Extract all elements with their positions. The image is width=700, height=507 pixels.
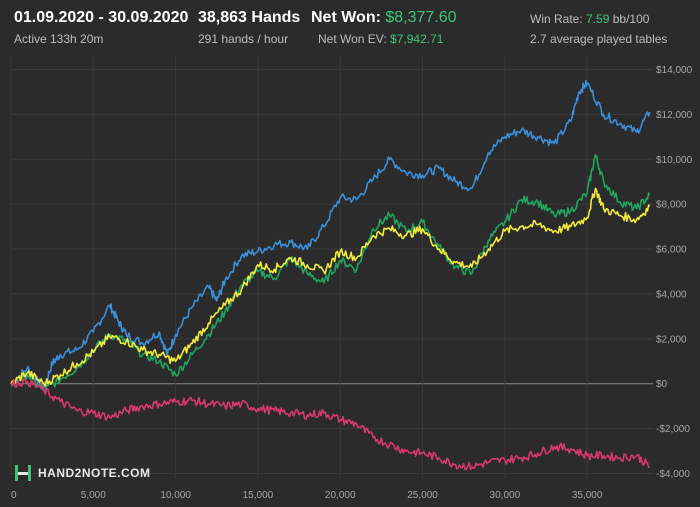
win-rate-value: 7.59: [586, 12, 610, 26]
y-tick-label: -$2,000: [656, 424, 690, 435]
x-tick-label: 30,000: [490, 490, 521, 501]
net-won-label: Net Won:: [311, 9, 381, 26]
average-tables: 2.7 average played tables: [530, 32, 668, 46]
x-tick-label: 15,000: [243, 490, 274, 501]
hands-per-hour: 291 hands / hour: [198, 32, 289, 46]
red-series-line: [10, 377, 650, 471]
win-rate-label: Win Rate:: [530, 12, 583, 26]
x-tick-label: 0: [11, 490, 17, 501]
blue-series-line: [10, 79, 651, 392]
y-tick-label: $10,000: [656, 155, 693, 166]
x-tick-label: 10,000: [160, 490, 191, 501]
active-time: Active 133h 20m: [14, 32, 104, 46]
net-won-ev: Net Won EV: $7,942.71: [318, 32, 443, 46]
date-range: 01.09.2020 - 30.09.2020: [14, 9, 189, 26]
hands-count: 38,863 Hands: [198, 9, 301, 26]
hand2note-logo: HAND2NOTE.COM: [14, 462, 151, 484]
yellow-series-line: [10, 187, 651, 387]
net-won-ev-value: $7,942.71: [390, 32, 444, 46]
stats-header: 01.09.2020 - 30.09.2020 Active 133h 20m …: [0, 0, 700, 56]
y-tick-label: $0: [656, 379, 668, 390]
y-tick-label: $2,000: [656, 334, 687, 345]
win-rate: Win Rate: 7.59 bb/100: [530, 12, 649, 26]
y-tick-label: $8,000: [656, 200, 687, 211]
x-tick-label: 20,000: [325, 490, 356, 501]
y-tick-label: $14,000: [656, 65, 693, 76]
net-won: Net Won: $8,377.60: [311, 9, 457, 27]
x-axis: 0 5,000 10,000 15,000 20,000 25,000 30,000 35,0…: [11, 490, 603, 501]
series-lines: [10, 79, 651, 471]
y-axis: -$4,000 -$2,000 $0 $2,000 $4,000 $6,000 $8,000…: [656, 65, 693, 480]
y-tick-label: $12,000: [656, 110, 693, 121]
grid: [10, 56, 653, 478]
x-tick-label: 25,000: [407, 490, 438, 501]
x-tick-label: 5,000: [81, 490, 106, 501]
h2n-logo-icon: [15, 465, 31, 481]
y-tick-label: $6,000: [656, 245, 687, 256]
green-series-line: [10, 154, 651, 393]
y-tick-label: $4,000: [656, 289, 687, 300]
net-won-ev-label: Net Won EV:: [318, 32, 387, 46]
y-tick-label: -$4,000: [656, 469, 690, 480]
win-rate-unit: bb/100: [612, 12, 650, 26]
net-won-value: $8,377.60: [385, 9, 457, 26]
logo-text: HAND2NOTE.COM: [38, 466, 151, 480]
x-tick-label: 35,000: [572, 490, 603, 501]
